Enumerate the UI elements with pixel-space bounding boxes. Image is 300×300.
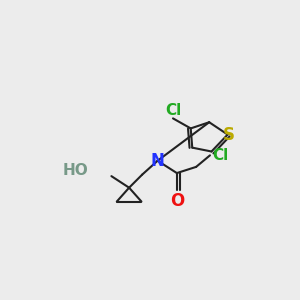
Text: Cl: Cl	[212, 148, 229, 163]
Text: HO: HO	[63, 163, 88, 178]
Text: Cl: Cl	[165, 103, 181, 118]
Text: O: O	[170, 191, 184, 209]
Text: S: S	[222, 126, 234, 144]
Text: N: N	[151, 152, 164, 170]
